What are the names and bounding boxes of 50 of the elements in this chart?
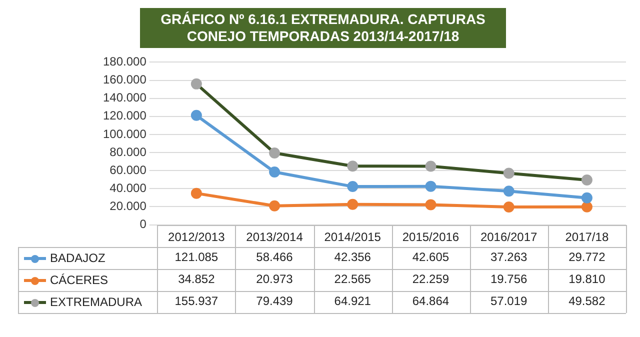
point — [581, 192, 592, 204]
x-tick-label: 2013/2014 — [245, 228, 304, 246]
data-label: 37.263 — [489, 248, 528, 266]
data-label: 64.864 — [411, 292, 450, 310]
data-label: 49.582 — [568, 292, 606, 310]
data-label: 121.085 — [174, 248, 220, 266]
legend-label: CÁCERES — [50, 272, 108, 289]
point — [425, 199, 436, 210]
point — [347, 198, 358, 210]
data-label: 20.973 — [255, 270, 294, 288]
y-tick-label: 180.000 — [102, 54, 147, 69]
data-label: 29.772 — [568, 248, 606, 266]
point — [581, 201, 592, 212]
data-label: 64.921 — [333, 292, 372, 310]
point — [503, 186, 514, 197]
point — [190, 188, 202, 199]
data-label: 58.466 — [255, 248, 294, 266]
y-tick-label: 60.000 — [110, 162, 147, 177]
point — [347, 181, 358, 192]
data-label: 57.019 — [489, 292, 528, 310]
point — [269, 200, 280, 212]
y-tick-label: 40.000 — [110, 180, 147, 195]
x-tick-label: 2012/2013 — [167, 228, 226, 246]
y-tick-label: 80.000 — [110, 144, 147, 159]
legend-label: EXTREMADURA — [50, 294, 142, 311]
y-tick-label: 100.000 — [102, 126, 147, 141]
x-tick-label: 2017/18 — [564, 228, 610, 246]
data-label: 19.810 — [568, 270, 606, 288]
data-label: 42.605 — [411, 248, 450, 266]
y-tick-label: 140.000 — [102, 90, 147, 105]
x-tick-label: 2016/2017 — [479, 228, 538, 246]
data-label: 22.565 — [333, 270, 372, 288]
x-tick-label: 2015/2016 — [401, 228, 460, 246]
data-label: 79.439 — [255, 292, 294, 310]
y-tick-label: 20.000 — [110, 199, 147, 214]
legend-label: BADAJOZ — [50, 250, 106, 267]
x-tick-label: 2014/2015 — [323, 228, 382, 246]
data-label: 155.937 — [174, 292, 220, 310]
chart-title: GRÁFICO Nº 6.16.1 EXTREMADURA. CAPTURAS CONEJO TEMPORADAS 2013/14-2017/18 — [140, 8, 506, 48]
data-label: 42.356 — [333, 248, 372, 266]
y-tick-label: 160.000 — [102, 72, 147, 87]
point — [425, 180, 436, 192]
point — [269, 166, 280, 178]
point — [503, 201, 514, 212]
y-tick-label: 0 — [140, 217, 147, 232]
y-tick-label: 120.000 — [102, 108, 147, 123]
data-label: 34.852 — [177, 270, 216, 288]
data-label: 22.259 — [411, 270, 450, 288]
data-label: 19.756 — [489, 270, 528, 288]
point — [190, 110, 202, 121]
